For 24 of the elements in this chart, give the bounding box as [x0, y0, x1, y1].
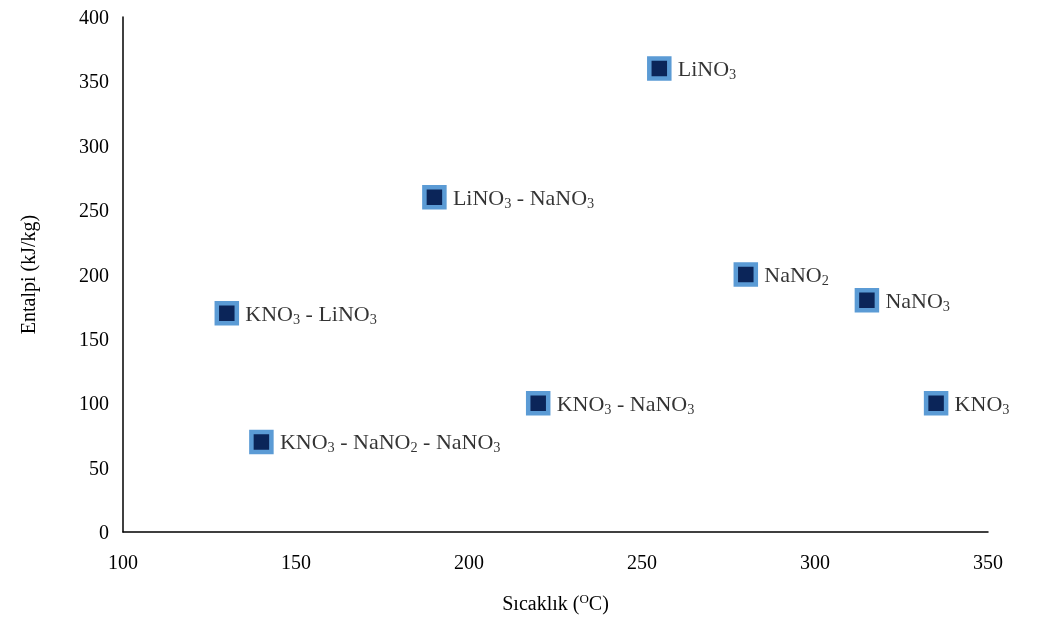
- point: [422, 185, 447, 210]
- y-tick-label: 400: [79, 6, 109, 28]
- y-axis-title: Entalpi (kJ/kg): [17, 214, 40, 335]
- point: [647, 56, 672, 81]
- point: [923, 391, 949, 416]
- x-tick-label: 250: [627, 551, 657, 573]
- point: [249, 429, 274, 455]
- x-tick-label: 350: [973, 551, 1003, 573]
- x-tick-label: 150: [281, 551, 311, 573]
- point: [733, 262, 759, 287]
- y-tick-label: 350: [79, 70, 109, 93]
- y-tick-label: 300: [79, 134, 109, 157]
- y-tick-label: 150: [79, 327, 109, 350]
- y-tick-label: 250: [79, 199, 109, 222]
- y-tick-label: 50: [89, 456, 109, 479]
- x-tick-label: 300: [800, 551, 830, 573]
- y-tick-label: 100: [79, 392, 109, 415]
- point: [214, 300, 240, 326]
- y-tick-label: 200: [79, 263, 109, 286]
- x-tick-label: 100: [108, 551, 138, 573]
- x-tick-label: 200: [454, 551, 484, 573]
- y-tick-label: 0: [99, 521, 109, 543]
- point: [854, 288, 880, 313]
- point: [525, 391, 551, 416]
